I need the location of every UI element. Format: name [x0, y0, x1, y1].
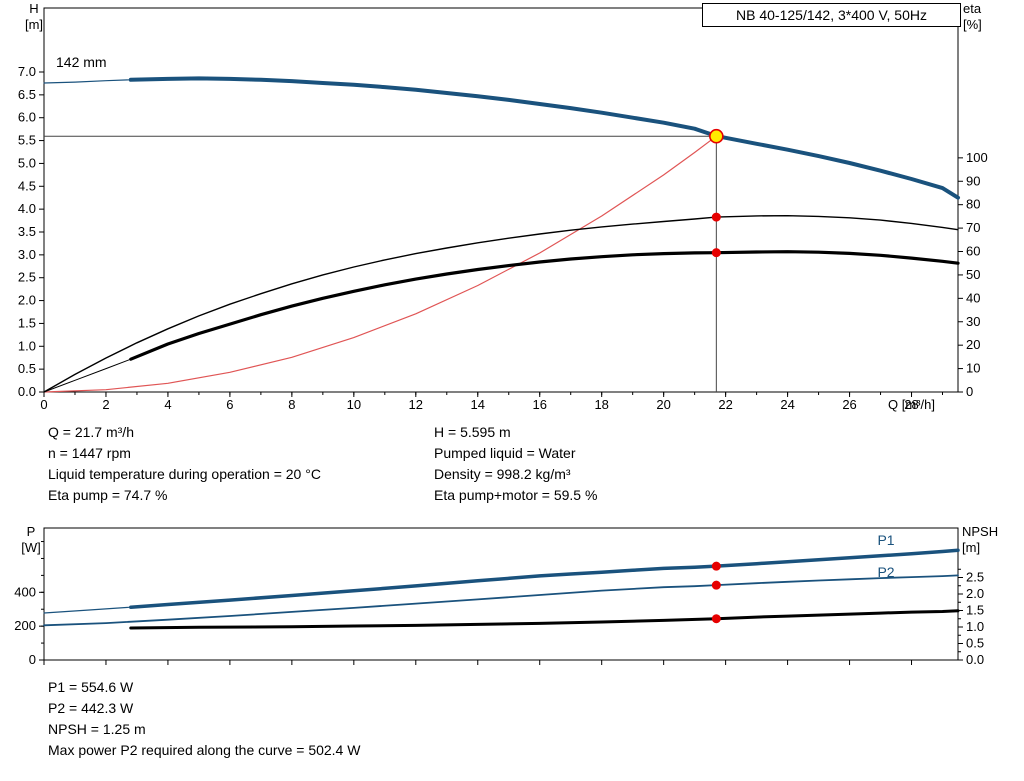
- pump-title: NB 40-125/142, 3*400 V, 50Hz: [736, 7, 927, 23]
- svg-text:0.0: 0.0: [18, 384, 36, 399]
- svg-text:12: 12: [409, 397, 423, 412]
- svg-text:6: 6: [226, 397, 233, 412]
- svg-text:P: P: [27, 524, 36, 539]
- svg-text:7.0: 7.0: [18, 64, 36, 79]
- svg-text:4.5: 4.5: [18, 178, 36, 193]
- svg-text:28: 28: [904, 397, 918, 412]
- svg-text:eta: eta: [963, 1, 982, 16]
- power-npsh-data: P1 = 554.6 W P2 = 442.3 W NPSH = 1.25 m …: [48, 677, 360, 761]
- svg-text:18: 18: [594, 397, 608, 412]
- info-line-eta-pump: Eta pump = 74.7 %: [48, 487, 168, 503]
- svg-text:Q [m³/h]: Q [m³/h]: [888, 397, 935, 412]
- curve-value-marker: [711, 614, 721, 624]
- svg-text:6.0: 6.0: [18, 110, 36, 125]
- svg-text:5.5: 5.5: [18, 133, 36, 148]
- p1-curve-lead: [43, 606, 132, 614]
- duty-point-marker: [709, 128, 724, 144]
- svg-text:30: 30: [966, 314, 980, 329]
- curve-value-marker: [711, 212, 721, 222]
- info-line-temperature: Liquid temperature during operation = 20…: [48, 466, 321, 482]
- svg-text:0.5: 0.5: [18, 361, 36, 376]
- svg-text:24: 24: [780, 397, 794, 412]
- system-curve: [43, 135, 717, 393]
- svg-text:2: 2: [102, 397, 109, 412]
- svg-text:0: 0: [40, 397, 47, 412]
- svg-text:NPSH: NPSH: [962, 524, 998, 539]
- info-line-p2: P2 = 442.3 W: [48, 700, 134, 716]
- info-line-speed: n = 1447 rpm: [48, 445, 131, 461]
- svg-text:80: 80: [966, 197, 980, 212]
- power-npsh-chart: 0 200 400 P[W] 0.00.5 1.01.5 2.02.5 NPSH[m] P2 P1: [14, 524, 998, 667]
- svg-text:1.0: 1.0: [18, 338, 36, 353]
- head-curve-lead: [43, 79, 132, 84]
- info-line-npsh: NPSH = 1.25 m: [48, 721, 146, 737]
- svg-text:3.5: 3.5: [18, 224, 36, 239]
- svg-text:16: 16: [532, 397, 546, 412]
- svg-text:100: 100: [966, 150, 988, 165]
- svg-text:6.5: 6.5: [18, 87, 36, 102]
- svg-text:[%]: [%]: [963, 17, 982, 32]
- svg-text:70: 70: [966, 220, 980, 235]
- svg-text:22: 22: [718, 397, 732, 412]
- curve-value-marker: [711, 248, 721, 258]
- info-line-eta-pump-motor: Eta pump+motor = 59.5 %: [434, 487, 598, 503]
- pump-title-box: NB 40-125/142, 3*400 V, 50Hz: [702, 3, 961, 27]
- svg-text:2.5: 2.5: [966, 570, 984, 585]
- svg-text:14: 14: [471, 397, 485, 412]
- svg-text:20: 20: [966, 337, 980, 352]
- svg-text:2.0: 2.0: [18, 293, 36, 308]
- info-line-p1: P1 = 554.6 W: [48, 679, 134, 695]
- operating-data-right: H = 5.595 m Pumped liquid = Water Densit…: [434, 422, 597, 506]
- svg-text:0: 0: [29, 652, 36, 667]
- svg-text:400: 400: [14, 584, 36, 599]
- operating-data-left: Q = 21.7 m³/h n = 1447 rpm Liquid temper…: [48, 422, 321, 506]
- svg-text:40: 40: [966, 290, 980, 305]
- info-line-flow: Q = 21.7 m³/h: [48, 424, 134, 440]
- svg-text:5.0: 5.0: [18, 155, 36, 170]
- svg-text:3.0: 3.0: [18, 247, 36, 262]
- svg-text:4.0: 4.0: [18, 201, 36, 216]
- svg-text:P1: P1: [877, 532, 894, 548]
- svg-text:1.0: 1.0: [966, 619, 984, 634]
- svg-text:90: 90: [966, 173, 980, 188]
- curve-value-marker: [711, 561, 721, 571]
- info-line-liquid: Pumped liquid = Water: [434, 445, 576, 461]
- svg-text:0: 0: [966, 384, 973, 399]
- svg-text:2.5: 2.5: [18, 270, 36, 285]
- svg-text:[m]: [m]: [962, 540, 980, 555]
- impeller-size-label: 142 mm: [56, 54, 107, 70]
- p1-curve: [129, 548, 960, 609]
- svg-text:20: 20: [656, 397, 670, 412]
- eta-pump-curve: [43, 215, 959, 393]
- svg-text:50: 50: [966, 267, 980, 282]
- svg-text:1.5: 1.5: [966, 603, 984, 618]
- info-line-head: H = 5.595 m: [434, 424, 511, 440]
- svg-text:26: 26: [842, 397, 856, 412]
- curve-value-marker: [711, 580, 721, 590]
- info-line-max-power: Max power P2 required along the curve = …: [48, 742, 361, 758]
- svg-text:200: 200: [14, 618, 36, 633]
- svg-text:[m]: [m]: [25, 17, 43, 32]
- eta-pump-motor-curve: [129, 250, 960, 361]
- svg-text:0.0: 0.0: [966, 652, 984, 667]
- svg-text:0.5: 0.5: [966, 636, 984, 651]
- hq-eta-chart: 0 2 4 6 8 10 12 14 16 18 20 22 24 26 280.00.51.01.52.0…: [18, 1, 988, 412]
- svg-text:2.0: 2.0: [966, 586, 984, 601]
- head-curve: [128, 76, 960, 200]
- svg-text:10: 10: [966, 361, 980, 376]
- svg-text:4: 4: [164, 397, 171, 412]
- svg-text:60: 60: [966, 244, 980, 259]
- svg-text:H: H: [29, 1, 38, 16]
- info-line-density: Density = 998.2 kg/m³: [434, 466, 571, 482]
- svg-text:P2: P2: [877, 564, 894, 580]
- svg-text:1.5: 1.5: [18, 315, 36, 330]
- svg-text:10: 10: [347, 397, 361, 412]
- p2-curve: [43, 574, 959, 627]
- eta-pump-motor-lead: [43, 358, 132, 393]
- npsh-curve: [129, 609, 960, 630]
- svg-text:[W]: [W]: [21, 540, 41, 555]
- svg-text:8: 8: [288, 397, 295, 412]
